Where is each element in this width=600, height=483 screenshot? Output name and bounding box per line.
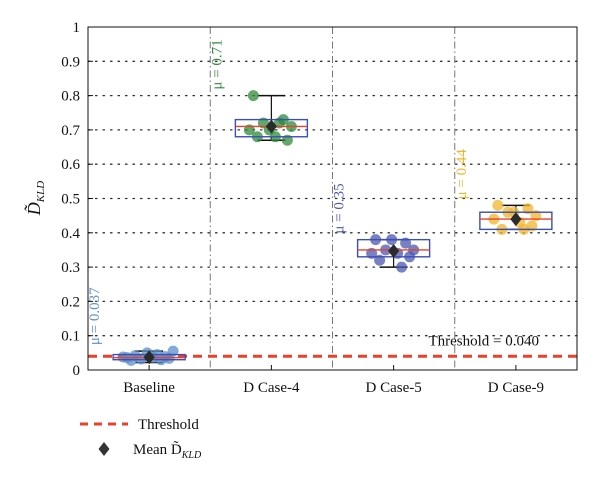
category-separators	[209, 27, 456, 370]
x-tick-label: Baseline	[123, 380, 175, 396]
legend: Threshold Mean D̃KLD	[80, 417, 202, 461]
x-tick-label: D Case-9	[488, 380, 544, 396]
y-tick-label: 0.4	[61, 226, 80, 242]
legend-mean-diamond-icon	[98, 442, 110, 456]
y-tick-label: 0.8	[61, 89, 80, 105]
y-tick-label: 0.1	[61, 329, 80, 345]
y-axis-label-sub: KLD	[35, 181, 47, 203]
y-tick-label: 0.5	[61, 192, 80, 208]
y-axis-label: D̃KLD	[24, 181, 47, 216]
y-tick-label: 0.7	[61, 123, 80, 139]
mean-label: μ = 0.44	[454, 149, 470, 200]
x-tick-label: D Case-4	[243, 380, 300, 396]
group-d-case-9: μ = 0.44	[454, 149, 553, 235]
legend-mean-label: Mean D̃KLD	[133, 441, 202, 461]
mean-label: μ = 0.71	[209, 39, 225, 89]
mean-marker	[143, 350, 155, 365]
group-d-case-4: μ = 0.71	[209, 39, 309, 146]
group-baseline: μ = 0.037	[87, 287, 186, 366]
legend-mean-label-main: Mean D̃	[133, 441, 182, 458]
legend-threshold-label: Threshold	[138, 417, 199, 433]
mean-marker	[388, 243, 400, 258]
group-d-case-5: μ = 0.35	[332, 183, 431, 273]
y-tick-label: 0.9	[61, 54, 80, 70]
x-axis: Baseline D Case-4 D Case-5 D Case-9	[123, 365, 544, 396]
mean-marker	[265, 119, 277, 134]
data-point	[492, 199, 504, 211]
y-tick-label: 0.3	[61, 260, 80, 276]
y-tick-label: 1	[73, 20, 81, 36]
data-point	[247, 90, 259, 102]
threshold-label: Threshold = 0.040	[428, 333, 539, 349]
groups-layer: μ = 0.037 μ = 0.71 μ = 0.35 μ = 0.44	[87, 39, 553, 366]
mean-label: μ = 0.35	[332, 183, 348, 233]
legend-mean-label-sub: KLD	[181, 450, 202, 461]
y-axis: 0 0.1 0.2 0.3 0.4 0.5 0.6 0.7 0.8 0.9 1	[61, 20, 93, 379]
y-tick-label: 0.2	[61, 294, 80, 310]
y-tick-label: 0.6	[61, 157, 80, 173]
y-axis-label-main: D̃	[24, 202, 44, 216]
x-tick-label: D Case-5	[366, 380, 422, 396]
y-tick-label: 0	[73, 363, 81, 379]
mean-marker	[510, 212, 522, 227]
data-point	[396, 261, 408, 273]
mean-label: μ = 0.037	[87, 287, 103, 345]
